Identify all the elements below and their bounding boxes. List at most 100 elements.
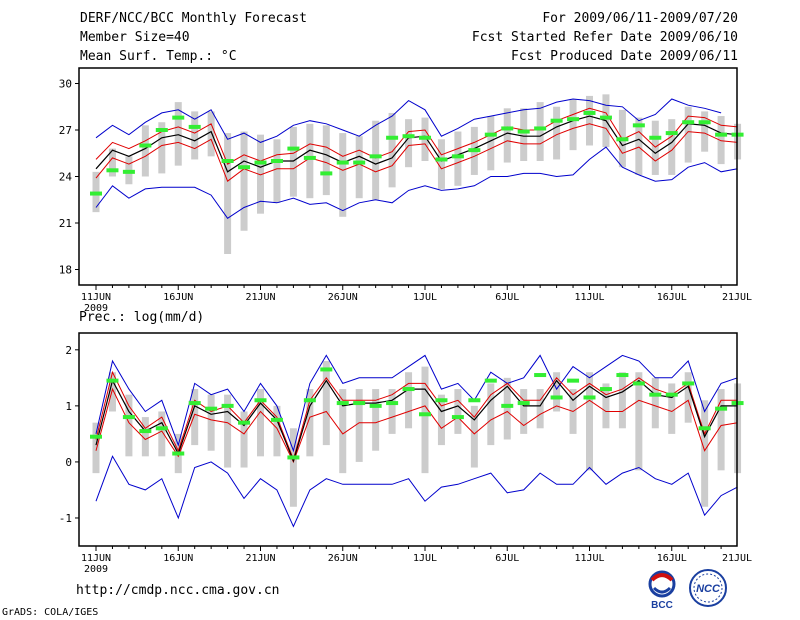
x-tick-label: 21JUL [722, 553, 752, 564]
observed-marker [583, 395, 596, 400]
member-range-bar [536, 102, 544, 161]
observed-marker [90, 191, 102, 196]
observed-marker [534, 373, 547, 378]
member-range-bar [322, 125, 330, 196]
member-range-bar [536, 389, 544, 429]
member-range-bar [224, 133, 232, 254]
member-range-bar [553, 372, 561, 412]
year-label: 2009 [84, 303, 108, 314]
member-range-bar [322, 361, 330, 446]
x-tick-label: 11JUN [81, 292, 111, 303]
observed-marker [139, 429, 152, 434]
member-range-bar [520, 389, 528, 434]
member-range-bar [437, 394, 445, 446]
member-range-bar [553, 106, 561, 160]
x-tick-label: 26JUN [328, 553, 358, 564]
member-range-bar [487, 116, 495, 171]
observed-marker [698, 120, 711, 125]
observed-marker [649, 392, 662, 397]
observed-marker [353, 401, 366, 406]
series-line-mean [95, 378, 738, 463]
member-range-bar [454, 389, 462, 434]
member-range-bar [586, 372, 593, 471]
fcst-produced-date: Fcst Produced Date 2009/06/11 [511, 49, 738, 64]
observed-marker [567, 117, 580, 122]
member-range-bar [717, 389, 725, 471]
y-tick-label: 1 [65, 400, 72, 413]
observed-marker [698, 426, 711, 431]
observed-marker [172, 451, 185, 456]
member-range-bar [454, 131, 462, 186]
ncc-logo-text: NCC [696, 583, 721, 595]
x-tick-label: 16JUL [657, 553, 687, 564]
observed-marker [172, 115, 185, 120]
member-range-bar [405, 372, 413, 429]
observed-marker [599, 115, 612, 120]
observed-marker [682, 381, 695, 386]
observed-marker [139, 143, 152, 148]
member-range-bar [141, 125, 149, 177]
plot-frame [78, 332, 738, 547]
member-range-bar [191, 389, 199, 446]
observed-marker [665, 392, 678, 397]
footer-url[interactable]: http://cmdp.ncc.cma.gov.cn [76, 583, 280, 598]
observed-marker [270, 159, 283, 163]
year-label: 2009 [84, 564, 108, 575]
observed-marker [205, 406, 218, 411]
observed-marker [402, 134, 415, 139]
observed-marker [649, 135, 662, 140]
observed-marker [369, 154, 382, 159]
x-tick-label: 11JUL [574, 292, 604, 303]
observed-marker [353, 160, 366, 165]
member-range-bar [668, 383, 676, 434]
observed-marker [468, 398, 481, 403]
precipitation-panel: -1 0 1 2 11JUN 16JUN 21JUN 26JUN 1JUL 6JUL 11JUL 16… [59, 332, 752, 575]
observed-marker [583, 110, 596, 115]
member-range-bar [520, 108, 528, 161]
x-tick-label: 1JUL [413, 292, 437, 303]
x-tick-label: 1JUL [413, 553, 437, 564]
series-line-max [95, 98, 722, 143]
y-tick-label: 24 [59, 171, 73, 184]
observed-marker [665, 131, 678, 136]
member-range-bar [273, 405, 281, 457]
y-tick-label: 21 [59, 217, 72, 230]
y-tick-label: 18 [59, 264, 72, 277]
temperature-panel: 18 21 24 27 30 11JUN 16JUN 21JUN 26JUN 1JUL 6JUL 11… [59, 67, 752, 314]
observed-marker [419, 135, 431, 140]
observed-marker [534, 126, 547, 131]
member-range-bar [405, 119, 413, 168]
observed-marker [484, 132, 497, 137]
observed-marker [517, 401, 530, 406]
member-range-bar [701, 111, 709, 152]
observed-marker [336, 401, 349, 406]
observed-marker [336, 160, 349, 165]
observed-marker [386, 401, 399, 406]
member-range-bar [108, 148, 116, 177]
observed-marker [435, 398, 448, 403]
observed-marker [287, 455, 300, 460]
member-range-bar [668, 119, 676, 175]
member-range-bar [372, 120, 380, 200]
observed-marker [90, 434, 102, 439]
observed-marker [616, 373, 629, 378]
member-size: Member Size=40 [80, 30, 190, 45]
observed-marker [517, 129, 530, 134]
member-range-bar [158, 122, 166, 174]
observed-marker [122, 415, 135, 420]
member-range-bar [421, 366, 429, 474]
observed-marker [106, 168, 119, 173]
observed-marker [122, 169, 135, 174]
y-tick-label: -1 [59, 512, 72, 525]
observed-marker [254, 160, 267, 165]
bcc-logo-text: BCC [651, 600, 673, 611]
member-range-bar [289, 428, 297, 507]
member-range-bar [273, 139, 281, 203]
observed-marker [369, 403, 382, 408]
member-range-bar [240, 411, 248, 468]
observed-marker [303, 398, 316, 403]
y-tick-label: 2 [65, 344, 72, 357]
observed-marker [188, 401, 201, 406]
member-range-bar [586, 95, 593, 146]
